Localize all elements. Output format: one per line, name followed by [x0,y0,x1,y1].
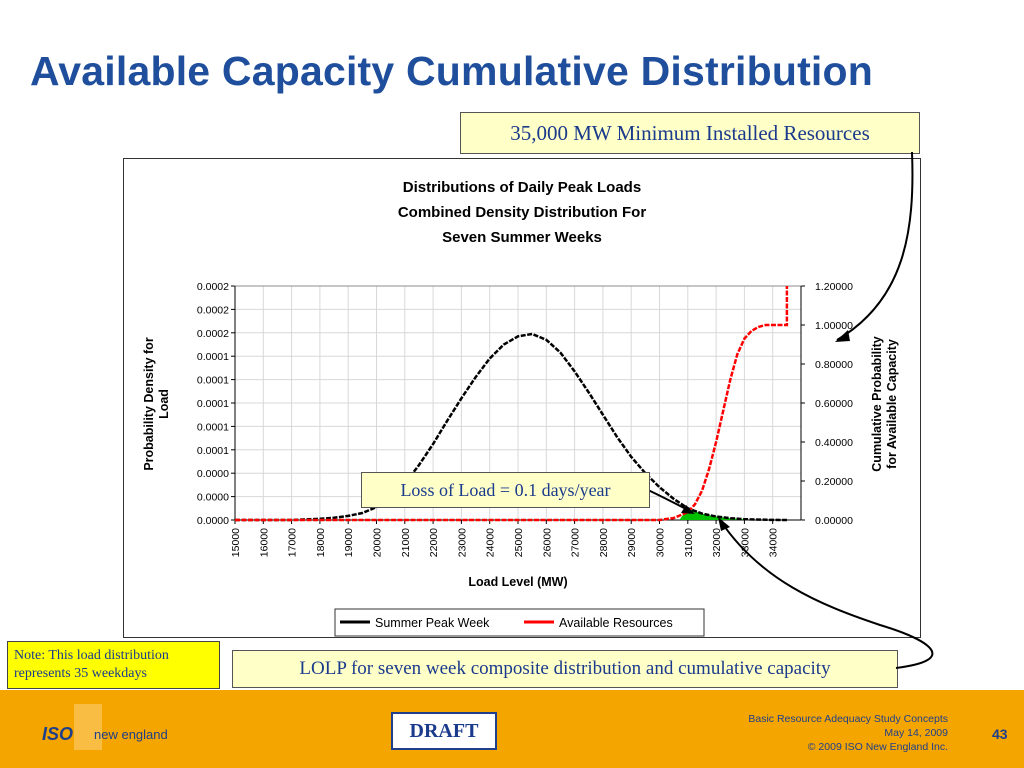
footer-line-1: Basic Resource Adequacy Study Concepts [748,713,948,725]
note-box: Note: This load distribution represents … [7,641,220,689]
footer-info: Basic Resource Adequacy Study Concepts M… [748,712,948,754]
callout-loss-of-load: Loss of Load = 0.1 days/year [361,472,650,508]
footer-line-3: © 2009 ISO New England Inc. [807,741,948,753]
logo-iso-text: ISO [42,724,74,744]
callout-minimum-resources: 35,000 MW Minimum Installed Resources [460,112,920,154]
page-title: Available Capacity Cumulative Distributi… [30,48,874,94]
draft-stamp: DRAFT [391,712,497,750]
chart-frame [123,158,921,638]
page-number: 43 [992,726,1008,742]
footer-bar [0,690,1024,768]
footer-line-2: May 14, 2009 [884,727,948,739]
callout-lolp: LOLP for seven week composite distributi… [232,650,898,688]
logo-ne-text: new england [94,727,168,742]
iso-ne-logo: ISO new england [32,702,182,762]
